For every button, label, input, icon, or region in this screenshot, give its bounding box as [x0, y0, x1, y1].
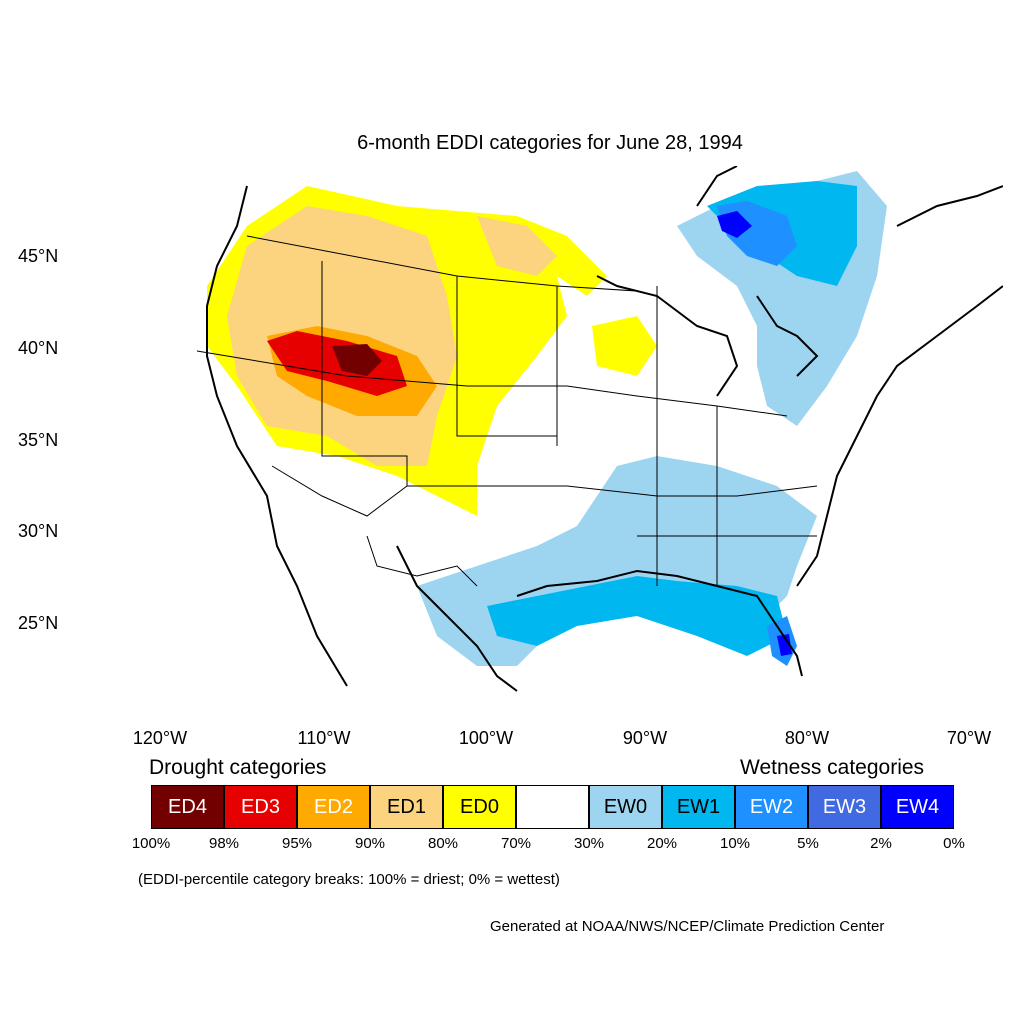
map-frame — [196, 166, 1003, 692]
legend-box-ew4: EW4 — [881, 785, 954, 829]
percentile-label: 98% — [208, 835, 240, 852]
ed4-region — [332, 344, 382, 376]
credit-text: Generated at NOAA/NWS/NCEP/Climate Predi… — [490, 918, 885, 935]
ew4-region-north — [717, 211, 752, 238]
lon-label-110: 110°W — [297, 728, 351, 748]
legend-box-ew2: EW2 — [735, 785, 808, 829]
percentile-label: 95% — [281, 835, 313, 852]
percentile-label: 100% — [131, 835, 171, 852]
lon-label-80: 80°W — [784, 728, 830, 748]
drought-wetness-fill — [207, 171, 887, 666]
lat-label-35: 35°N — [18, 430, 59, 450]
percentile-label: 10% — [719, 835, 751, 852]
breaks-note: (EDDI-percentile category breaks: 100% =… — [138, 871, 560, 888]
legend-box-normal — [516, 785, 589, 829]
percentile-label: 2% — [870, 835, 892, 852]
lat-label-25: 25°N — [18, 613, 59, 633]
percentile-label: 70% — [500, 835, 532, 852]
legend-box-ed1: ED1 — [370, 785, 443, 829]
percentile-label: 30% — [573, 835, 605, 852]
percentile-label: 20% — [646, 835, 678, 852]
legend-box-ew1: EW1 — [662, 785, 735, 829]
legend-box-ed0: ED0 — [443, 785, 516, 829]
ew4-region-florida — [777, 634, 792, 656]
percentile-label: 0% — [943, 835, 965, 852]
ed3-region — [267, 331, 407, 396]
state-boundaries — [196, 235, 818, 587]
legend-box-ew3: EW3 — [808, 785, 881, 829]
ew1-region-gulf — [487, 576, 787, 656]
legend-box-ed4: ED4 — [151, 785, 224, 829]
legend-box-ed3: ED3 — [224, 785, 297, 829]
wetness-categories-label: Wetness categories — [740, 756, 925, 779]
legend-box-ed2: ED2 — [297, 785, 370, 829]
lat-label-40: 40°N — [18, 338, 59, 358]
ed0-region-midwest — [592, 316, 657, 376]
drought-categories-label: Drought categories — [149, 756, 327, 779]
lon-label-70: 70°W — [946, 728, 992, 748]
map-title: 6-month EDDI categories for June 28, 199… — [357, 132, 743, 154]
lon-label-100: 100°W — [458, 728, 514, 748]
lon-label-120: 120°W — [132, 728, 188, 748]
lat-label-30: 30°N — [18, 521, 59, 541]
lon-label-90: 90°W — [622, 728, 668, 748]
ed1-region-north — [477, 216, 557, 276]
legend-box-ew0: EW0 — [589, 785, 662, 829]
percentile-label: 90% — [354, 835, 386, 852]
coastline — [206, 166, 1003, 692]
ed0-region-north — [397, 206, 607, 296]
percentile-label: 80% — [427, 835, 459, 852]
lat-label-45: 45°N — [18, 246, 59, 266]
percentile-label: 5% — [797, 835, 819, 852]
